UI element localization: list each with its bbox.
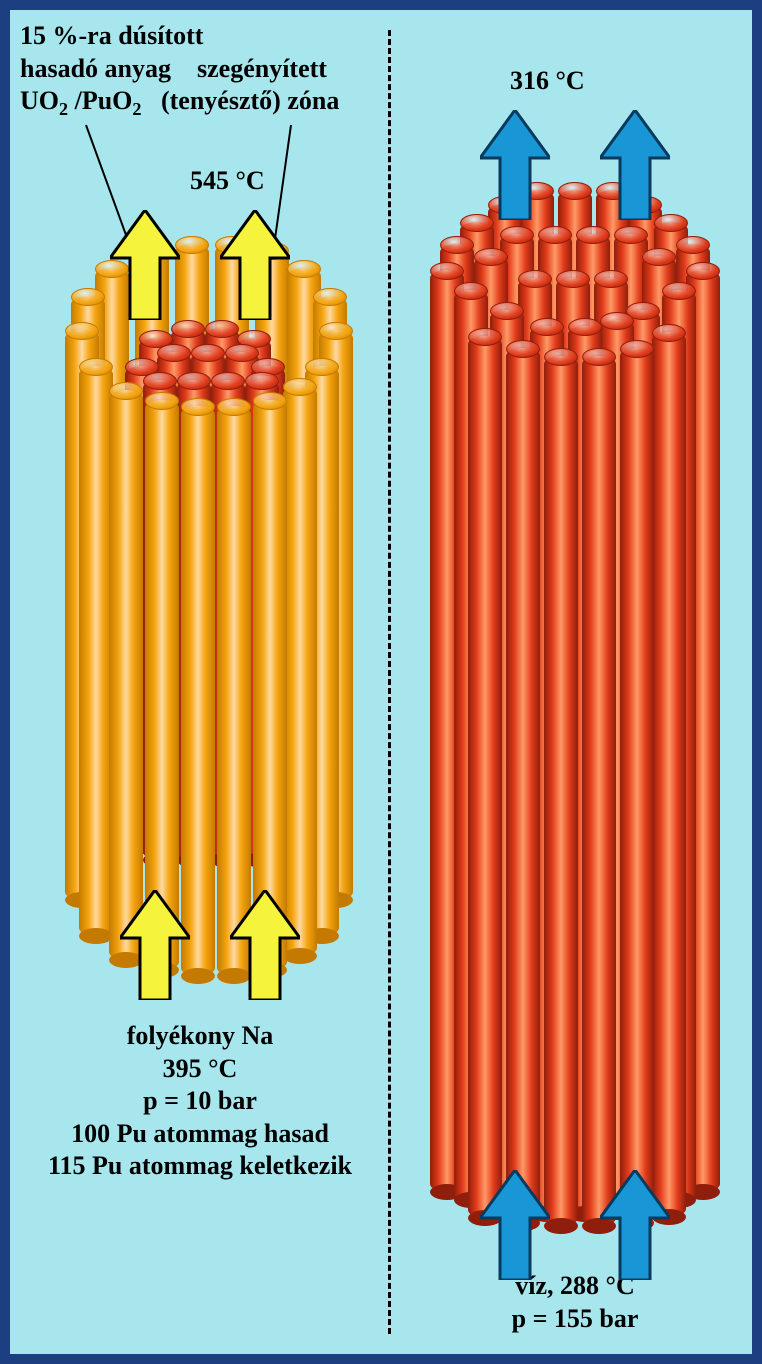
fuel-rod <box>79 366 113 936</box>
fuel-rod <box>544 356 578 1226</box>
fuel-rod <box>506 348 540 1223</box>
fuel-rod <box>283 386 317 956</box>
flow-arrow <box>600 110 670 220</box>
right-top-temp: 316 °C <box>510 65 585 98</box>
fuel-rod <box>582 356 616 1226</box>
fuel-rod <box>109 390 143 960</box>
flow-arrow <box>230 890 300 1000</box>
flow-arrow <box>480 1170 550 1280</box>
fuel-rod <box>145 400 179 970</box>
fuel-rod <box>620 348 654 1223</box>
right-bottom-text: víz, 288 °C p = 155 bar <box>430 1270 720 1335</box>
fuel-rod <box>652 332 686 1217</box>
fuel-rod <box>468 336 502 1218</box>
flow-arrow <box>220 210 290 320</box>
flow-arrow <box>480 110 550 220</box>
flow-arrow <box>600 1170 670 1280</box>
left-header-label: 15 %-ra dúsított hasadó anyag szegényíte… <box>20 20 380 121</box>
flow-arrow <box>110 210 180 320</box>
flow-arrow <box>120 890 190 1000</box>
fuel-rod <box>253 400 287 970</box>
vertical-divider <box>388 30 391 1334</box>
left-top-temp: 545 °C <box>190 165 265 198</box>
left-bottom-text: folyékony Na 395 °C p = 10 bar 100 Pu at… <box>20 1020 380 1183</box>
